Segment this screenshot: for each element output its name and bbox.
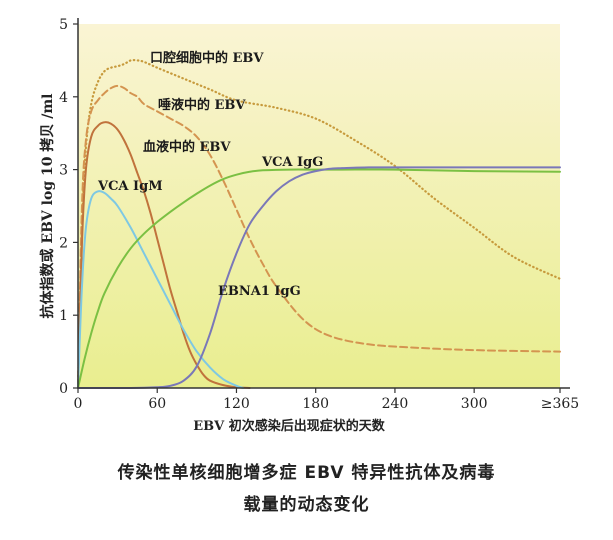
series-layer	[76, 58, 562, 390]
plot-background	[78, 24, 560, 388]
x-axis-title: EBV 初次感染后出现症状的天数	[193, 418, 386, 434]
series-label-2: 血液中的 EBV	[143, 139, 231, 155]
y-tick-label-1: 1	[59, 308, 68, 324]
x-tick-label-5: 300	[461, 396, 488, 412]
series-line-3	[77, 190, 245, 389]
ebv-antibody-chart: 口腔细胞中的 EBV 唾液中的 EBV 血液中的 EBV VCA IgM VCA IgG…	[39, 17, 579, 434]
x-tick-label-6: ≥365	[541, 396, 579, 412]
caption-line-1: 传染性单核细胞增多症 EBV 特异性抗体及病毒	[117, 463, 496, 483]
y-axis-title: 抗体指数或 EBV log 10 拷贝 /ml	[39, 94, 56, 319]
caption-line-2: 载量的动态变化	[243, 495, 370, 515]
x-tick-label-3: 180	[302, 396, 329, 412]
y-tick-label-4: 4	[59, 90, 68, 106]
axes: 0 1 2 3 4 5 0 60 120 180 240 300 ≥365	[59, 17, 579, 412]
series-labels: 口腔细胞中的 EBV 唾液中的 EBV 血液中的 EBV VCA IgM VCA IgG…	[97, 50, 323, 299]
series-line-5	[77, 166, 561, 390]
x-tick-label-4: 240	[382, 396, 409, 412]
series-label-0: 口腔细胞中的 EBV	[150, 50, 264, 66]
series-label-3: VCA IgM	[97, 179, 163, 194]
series-label-1: 唾液中的 EBV	[158, 97, 246, 113]
series-line-0	[76, 58, 562, 390]
series-label-4: VCA IgG	[261, 155, 323, 170]
series-line-2	[77, 121, 251, 389]
y-tick-label-0: 0	[59, 381, 68, 397]
y-tick-label-5: 5	[59, 17, 68, 33]
series-label-5: EBNA1 IgG	[218, 284, 301, 299]
x-tick-label-2: 120	[223, 396, 250, 412]
y-tick-label-2: 2	[59, 235, 68, 251]
series-line-1	[77, 84, 561, 389]
y-tick-label-3: 3	[59, 163, 68, 179]
x-tick-label-1: 60	[148, 396, 166, 412]
x-tick-label-0: 0	[74, 396, 83, 412]
